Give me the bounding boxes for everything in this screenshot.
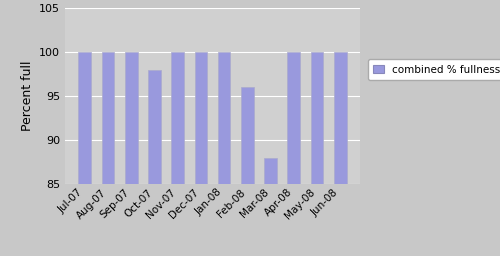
Bar xyxy=(194,52,207,184)
Bar xyxy=(102,52,114,184)
Bar xyxy=(334,52,346,184)
Bar xyxy=(148,70,161,184)
Bar xyxy=(125,52,138,184)
Bar xyxy=(241,87,254,184)
Bar xyxy=(218,52,230,184)
Bar xyxy=(264,158,277,184)
Bar xyxy=(172,52,184,184)
Y-axis label: Percent full: Percent full xyxy=(20,61,34,131)
Bar xyxy=(310,52,324,184)
Legend: combined % fullness: combined % fullness xyxy=(368,59,500,80)
Bar xyxy=(288,52,300,184)
Bar xyxy=(78,52,91,184)
